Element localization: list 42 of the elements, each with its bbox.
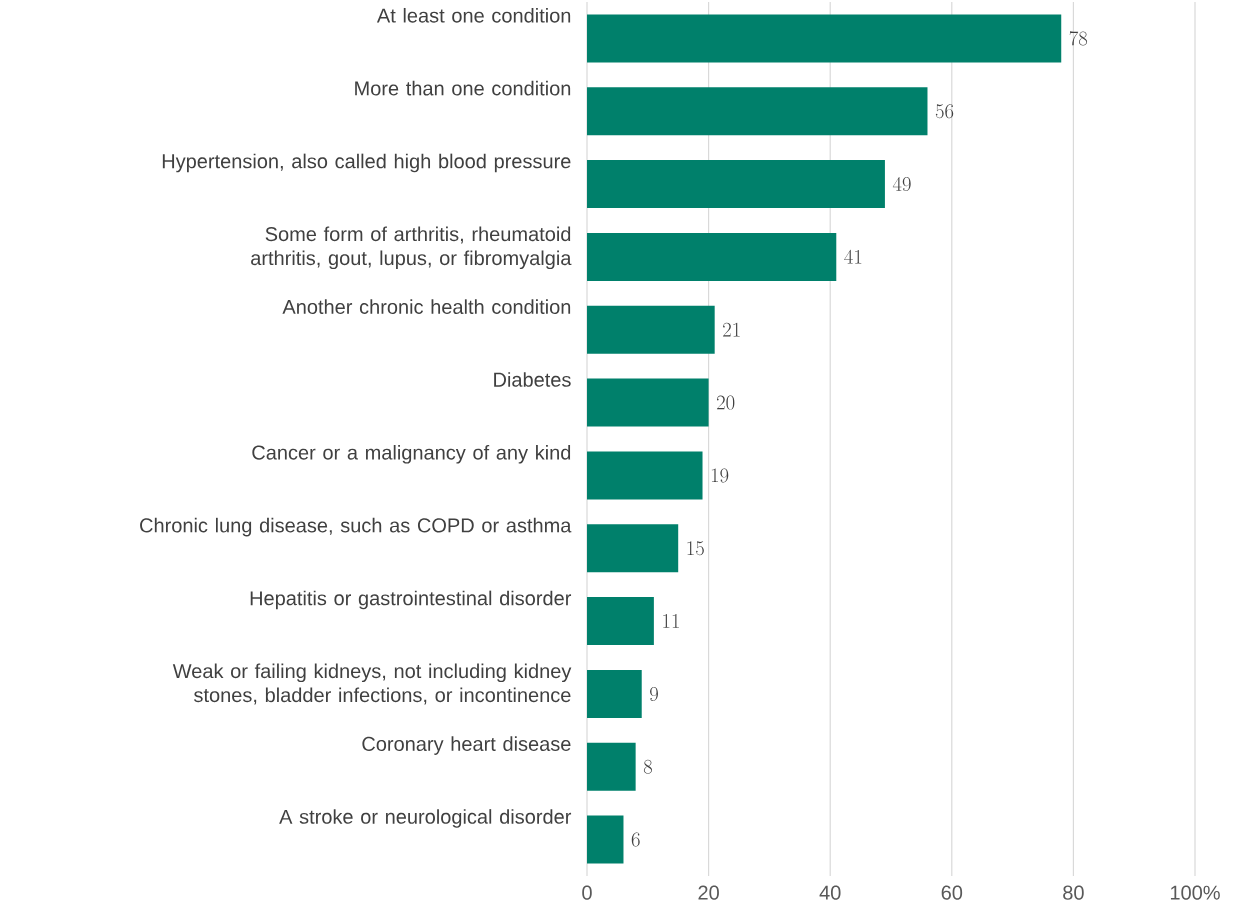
y-tick-label: Weak or failing kidneys, not including kidney stones, bladder infections, or incontinence — [172, 663, 572, 705]
y-tick-label: At least one condition — [376, 7, 571, 23]
data-label: 21 — [723, 322, 740, 337]
y-tick-label: Hepatitis or gastrointestinal disorder — [250, 590, 572, 610]
y-tick-label: Hypertension, also called high blood pressure — [162, 153, 571, 173]
x-tick-label: 100% — [1170, 885, 1220, 900]
bar — [587, 14, 1062, 63]
x-tick-label: 20 — [698, 885, 719, 900]
bar — [587, 742, 636, 791]
y-tick-label: Cancer or a malignancy of any kind — [252, 444, 571, 464]
data-label: 11 — [663, 614, 679, 628]
y-tick-label: Some form of arthritis, rheumatoid arthritis, gout, lupus, or fibromyalgia — [251, 226, 572, 270]
data-label: 20 — [716, 395, 735, 410]
bar — [587, 378, 709, 427]
bar — [587, 815, 624, 864]
bar — [587, 232, 837, 281]
y-tick-label: Diabetes — [494, 372, 571, 387]
data-label: 56 — [935, 104, 954, 119]
y-tick-label: More than one condition — [355, 80, 571, 96]
data-label: 49 — [892, 176, 911, 192]
data-label: 9 — [650, 686, 658, 701]
bar — [587, 87, 928, 136]
y-tick-label: Another chronic health condition — [282, 299, 571, 314]
data-label: 78 — [1069, 31, 1088, 46]
bar — [587, 160, 885, 209]
y-tick-label: Coronary heart disease — [362, 736, 571, 755]
bar — [587, 669, 642, 718]
bar — [587, 524, 679, 573]
x-tick-label: 60 — [941, 885, 963, 900]
bar — [587, 305, 715, 354]
data-label: 8 — [643, 759, 652, 774]
data-label: 41 — [844, 249, 862, 264]
data-label: 6 — [631, 832, 640, 847]
y-tick-label: Chronic lung disease, such as COPD or asthma — [140, 517, 572, 537]
data-label: 19 — [711, 468, 729, 483]
x-tick-label: 40 — [819, 885, 841, 900]
data-label: 15 — [687, 541, 704, 556]
bar — [587, 451, 703, 500]
x-tick-label: 0 — [582, 885, 592, 900]
bar — [587, 597, 654, 646]
y-tick-label: A stroke or neurological disorder — [279, 809, 572, 828]
x-tick-label: 80 — [1063, 885, 1084, 900]
